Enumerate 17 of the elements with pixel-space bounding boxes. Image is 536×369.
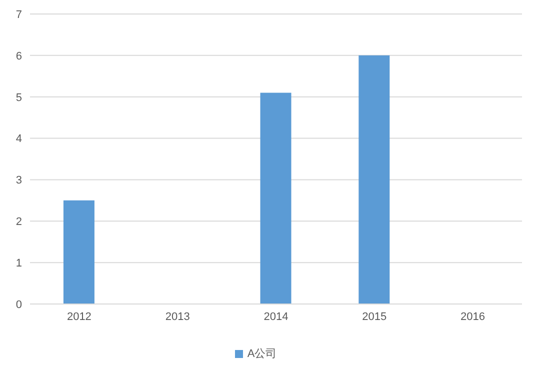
x-tick-label: 2013: [165, 310, 190, 323]
y-tick-label: 1: [16, 257, 22, 270]
x-tick-label: 2012: [66, 310, 92, 323]
y-tick-label: 0: [16, 298, 22, 311]
y-tick-label: 5: [16, 92, 22, 104]
y-tick-label: 4: [16, 133, 22, 146]
y-tick-label: 3: [16, 174, 22, 187]
bar: [63, 200, 94, 304]
x-tick-label: 2014: [264, 310, 288, 323]
y-tick-label: 2: [16, 216, 22, 228]
bar: [260, 92, 292, 304]
y-tick-label: 7: [16, 8, 22, 21]
x-tick-label: 2015: [362, 310, 387, 323]
bar: [358, 55, 390, 304]
legend-label: A公司: [247, 348, 277, 360]
x-tick-label: 2016: [460, 310, 486, 323]
y-tick-label: 6: [16, 50, 22, 62]
